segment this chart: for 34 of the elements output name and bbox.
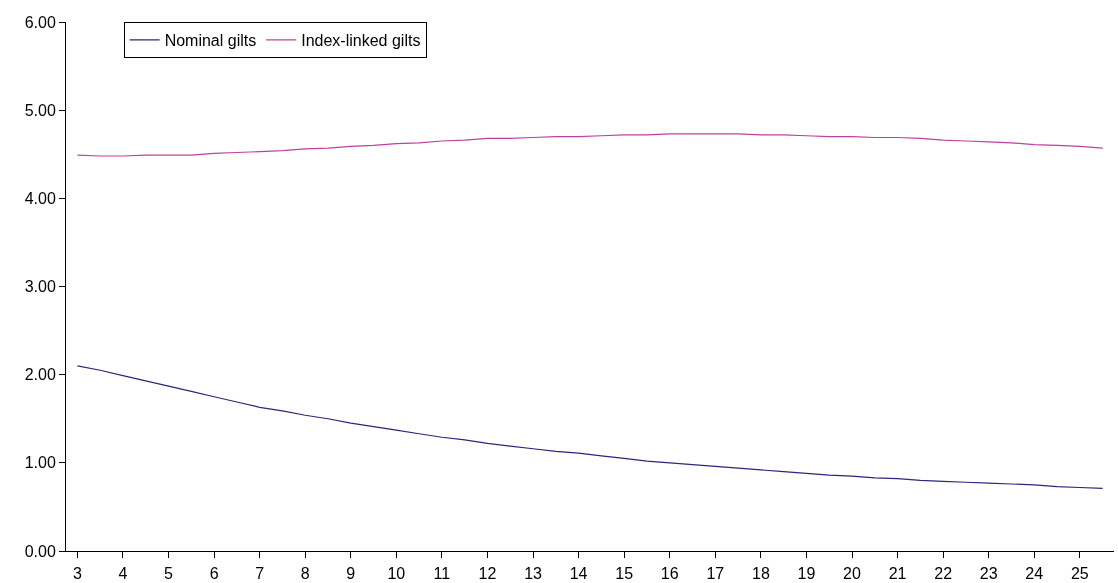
x-tick-label: 10 (387, 565, 406, 583)
x-tick-label: 24 (1025, 565, 1044, 583)
x-tick-label: 12 (478, 565, 497, 583)
x-tick-label: 5 (164, 565, 174, 583)
x-tick-label: 7 (255, 565, 265, 583)
x-tick-label: 16 (660, 565, 679, 583)
legend-label: Index-linked gilts (301, 32, 421, 50)
x-tick-label: 11 (433, 565, 451, 583)
x-tick-label: 6 (209, 565, 219, 583)
x-tick-label: 23 (979, 565, 998, 583)
x-tick-label: 21 (888, 565, 907, 583)
x-tick-label: 18 (751, 565, 770, 583)
line-series (76, 133, 1104, 157)
legend-label: Nominal gilts (164, 32, 257, 50)
y-tick-label: 5.00 (24, 101, 56, 119)
x-tick-label: 14 (569, 565, 588, 583)
y-tick-label: 0.00 (24, 542, 56, 560)
y-tick-label: 6.00 (24, 13, 56, 31)
x-tick-label: 19 (797, 565, 816, 583)
x-tick-label: 15 (615, 565, 634, 583)
x-tick-label: 9 (346, 565, 356, 583)
x-tick-label: 17 (706, 565, 725, 583)
x-tick-label: 22 (934, 565, 953, 583)
y-tick-label: 2.00 (24, 366, 56, 384)
line-series (76, 365, 1104, 489)
x-tick-label: 3 (72, 565, 82, 583)
x-tick-label: 13 (524, 565, 543, 583)
x-tick-label: 8 (300, 565, 310, 583)
y-tick-label: 4.00 (24, 189, 56, 207)
x-tick-label: 25 (1070, 565, 1089, 583)
x-tick-label: 4 (118, 565, 128, 583)
y-tick-label: 1.00 (24, 454, 56, 472)
y-tick-label: 3.00 (24, 278, 56, 296)
x-tick-label: 20 (843, 565, 861, 583)
